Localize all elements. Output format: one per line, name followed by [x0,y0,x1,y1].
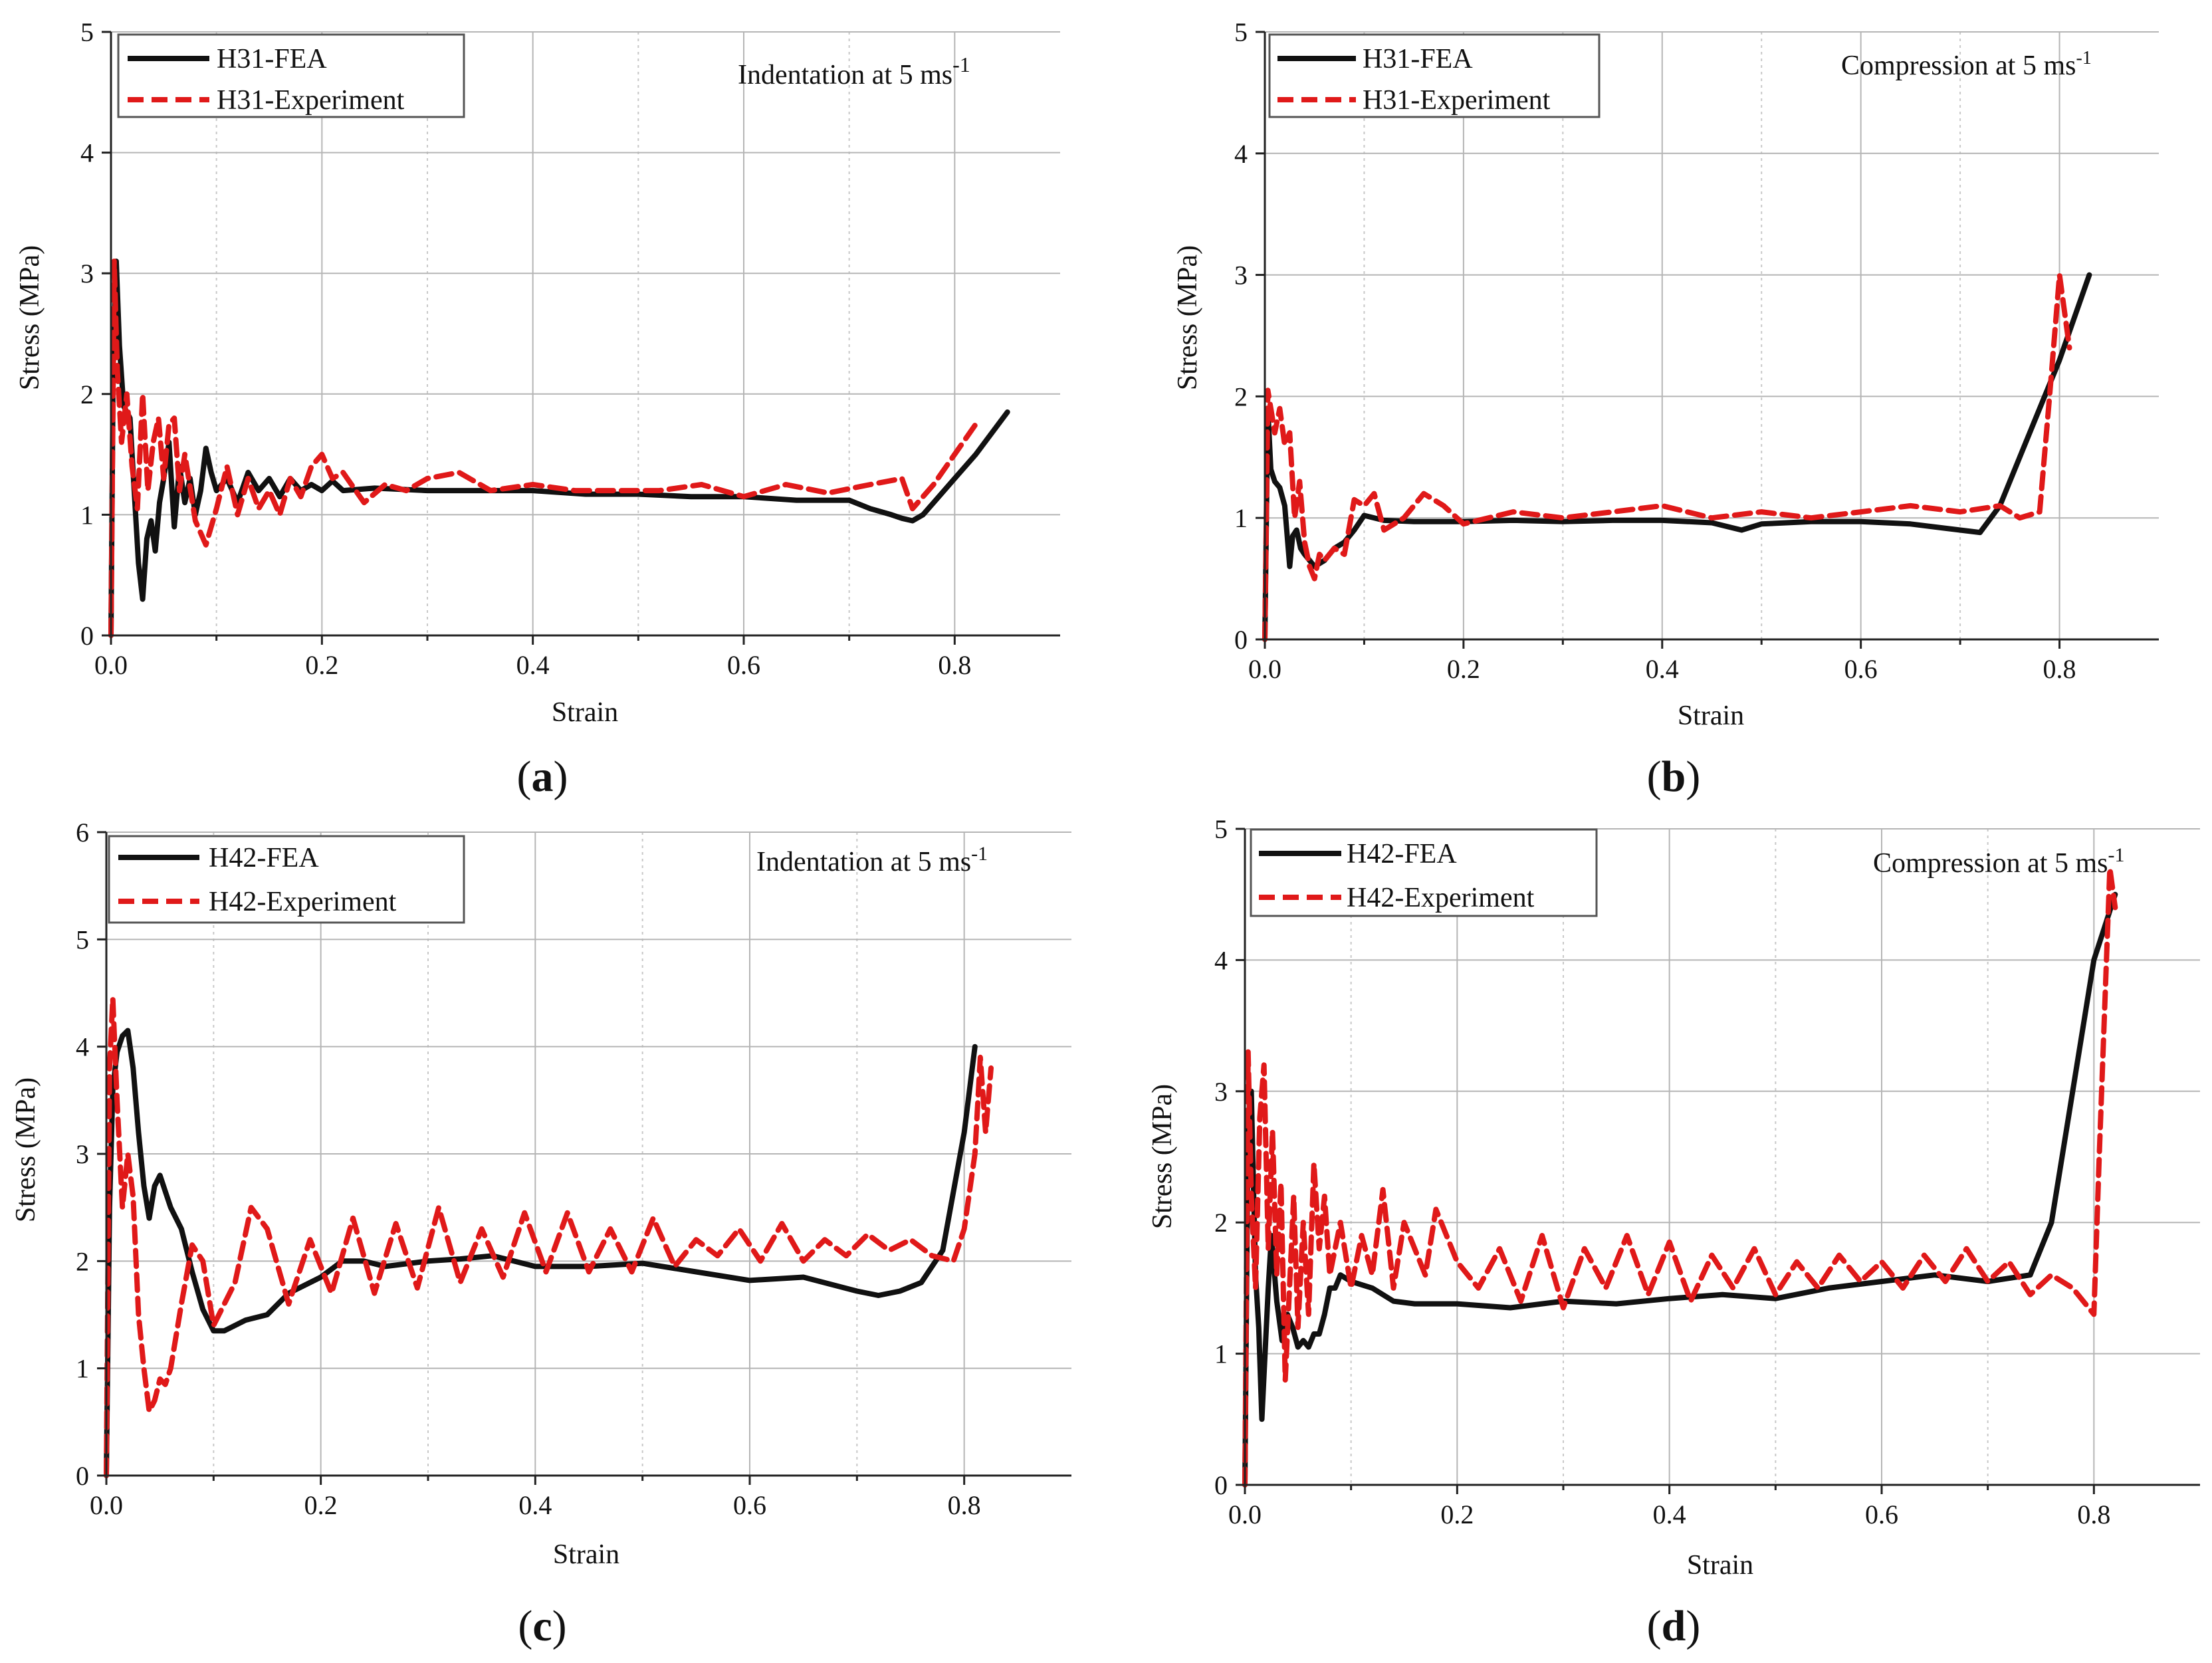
annotation-text: Compression at 5 ms [1841,51,2076,81]
y-tick-label: 4 [76,1032,89,1062]
x-tick-label: 0.8 [2043,654,2076,684]
x-tick-label: 0.2 [305,650,338,680]
y-axis-label: Stress (MPa) [15,245,45,390]
annotation: Compression at 5 ms-1 [1873,844,2125,879]
x-axis-label: Strain [1687,1550,1753,1581]
series-line-h42-experiment [104,996,994,1478]
series-line-h31-experiment [108,259,979,638]
x-tick-label: 0.0 [1228,1499,1262,1529]
panel-caption: (b) [1647,752,1701,801]
legend-box [1250,828,1598,917]
x-tick-label: 0.6 [727,650,760,680]
x-axis-label: Strain [553,1539,619,1570]
legend-label-fea: H31-FEA [1363,44,1473,74]
y-tick-label: 1 [1214,1339,1228,1369]
y-tick-label: 3 [1214,1077,1228,1107]
x-tick-label: 0.6 [1865,1499,1898,1529]
y-tick-label: 2 [80,380,94,409]
annotation-text: Indentation at 5 ms [738,60,952,90]
x-tick-label: 0.2 [1440,1499,1474,1529]
series-line-h31-fea [1262,272,2092,642]
y-tick-label: 0 [1234,625,1248,655]
x-tick-label: 0.2 [1447,654,1480,684]
x-tick-label: 0.0 [1248,654,1281,684]
x-tick-label: 0.0 [94,650,128,680]
legend: H31-FEA H31-Experiment [117,33,465,118]
y-tick-label: 2 [76,1246,89,1276]
annotation-text: Compression at 5 ms [1873,848,2108,879]
x-tick-label: 0.4 [518,1490,552,1520]
y-tick-label: 3 [1234,261,1248,290]
annotation-superscript: -1 [952,53,970,76]
annotation-superscript: -1 [2076,48,2092,68]
y-tick-label: 1 [76,1354,89,1384]
x-tick-label: 0.8 [948,1490,981,1520]
y-tick-label: 2 [1214,1208,1228,1238]
y-axis-label: Stress (MPa) [1172,245,1203,390]
legend-label-experiment: H31-Experiment [1363,85,1551,116]
annotation-text: Indentation at 5 ms [756,847,971,877]
panel-caption: (c) [518,1602,566,1650]
y-tick-label: 1 [80,500,94,530]
x-tick-label: 0.8 [2077,1499,2110,1529]
annotation: Indentation at 5 ms-1 [756,843,988,877]
series-line-h42-experiment [1242,865,2118,1488]
annotation-superscript: -1 [2108,844,2125,866]
x-tick-label: 0.8 [938,650,971,680]
annotation-superscript: -1 [971,843,988,865]
x-tick-label: 0.4 [1646,654,1679,684]
panel-a: 0.0 0.2 0.4 0.6 0.8 0 1 2 3 4 5 Stress (MPa) Strai… [15,17,1060,801]
legend-label-fea: H31-FEA [217,44,327,74]
y-tick-label: 5 [76,925,89,954]
series-line-h42-fea [1242,891,2118,1488]
x-tick-label: 0.4 [1653,1499,1686,1529]
panel-caption: (a) [517,752,568,801]
x-tick-label: 0.0 [90,1490,123,1520]
x-tick-label: 0.4 [516,650,550,680]
x-tick-label: 0.6 [1844,654,1878,684]
legend-label-fea: H42-FEA [1347,839,1457,869]
annotation: Compression at 5 ms-1 [1841,48,2092,81]
y-tick-label: 4 [80,138,94,168]
y-tick-label: 3 [76,1139,89,1169]
panel-caption: (d) [1647,1602,1701,1650]
x-axis-label: Strain [1678,701,1744,731]
panel-c: 0.0 0.2 0.4 0.6 0.8 0 1 2 3 4 5 6 Stress (MPa) Stra… [11,818,1071,1650]
y-tick-label: 0 [76,1461,89,1491]
legend-box [1268,33,1601,118]
y-axis-label: Stress (MPa) [11,1077,41,1222]
legend: H42-FEA H42-Experiment [1250,828,1598,917]
y-tick-label: 0 [80,621,94,651]
legend-label-experiment: H42-Experiment [1347,883,1535,913]
y-tick-label: 2 [1234,382,1248,411]
legend-label-experiment: H31-Experiment [217,85,405,116]
y-axis-label: Stress (MPa) [1147,1084,1178,1229]
annotation: Indentation at 5 ms-1 [738,53,970,90]
panel-b: 0.0 0.2 0.4 0.6 0.8 0 1 2 3 4 5 Stress (MPa) Strai… [1172,17,2159,801]
series-line-h31-fea [108,259,1010,638]
legend-label-experiment: H42-Experiment [209,887,397,917]
x-tick-label: 0.2 [304,1490,338,1520]
panel-d: 0.0 0.2 0.4 0.6 0.8 0 1 2 3 4 5 Stress (MPa) Strai… [1147,814,2200,1650]
legend: H42-FEA H42-Experiment [108,835,465,924]
series-line-h31-experiment [1262,272,2072,642]
y-tick-label: 4 [1214,945,1228,975]
y-tick-label: 5 [1234,17,1248,47]
legend: H31-FEA H31-Experiment [1268,33,1601,118]
y-tick-label: 0 [1214,1470,1228,1500]
y-tick-label: 6 [76,818,89,847]
legend-label-fea: H42-FEA [209,843,319,873]
series-line-h42-fea [104,1028,978,1478]
legend-box [108,835,465,924]
x-axis-label: Strain [552,697,618,728]
x-tick-label: 0.6 [733,1490,766,1520]
y-tick-label: 5 [80,17,94,47]
legend-box [117,33,465,118]
y-tick-label: 5 [1214,814,1228,844]
y-tick-label: 4 [1234,139,1248,169]
y-tick-label: 1 [1234,503,1248,533]
y-tick-label: 3 [80,259,94,288]
